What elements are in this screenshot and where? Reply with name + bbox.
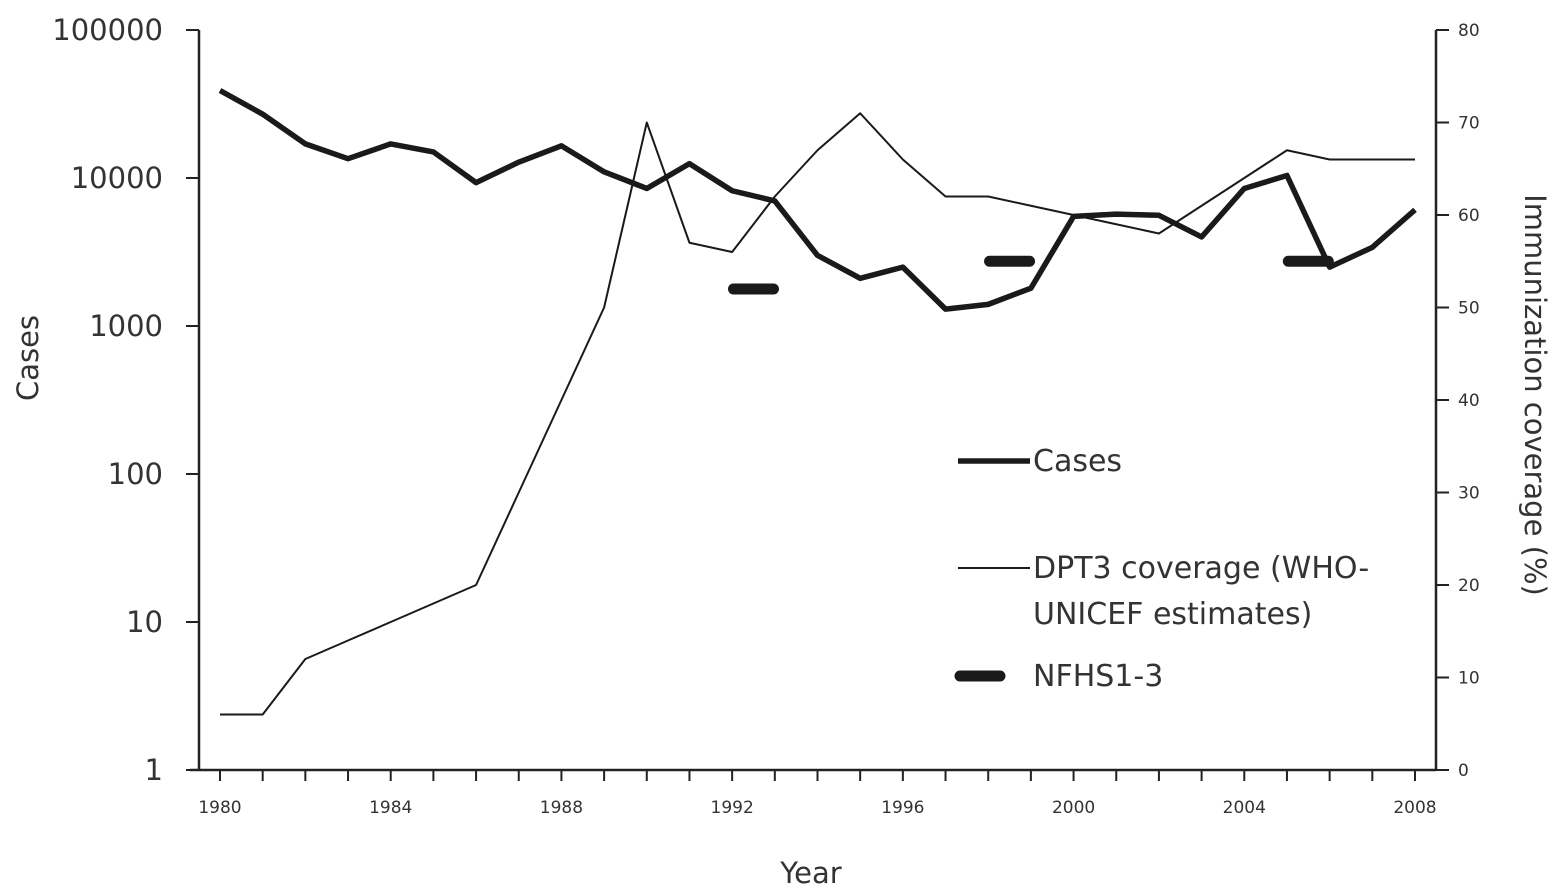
x-tick-label: 1992	[711, 798, 754, 818]
y-tick-label-left: 1	[145, 753, 163, 787]
y-tick-label-right: 0	[1458, 761, 1469, 781]
x-tick-label: 1996	[881, 798, 924, 818]
x-tick-label: 1980	[198, 798, 241, 818]
series-line-dpt3-coverage	[220, 112, 1415, 716]
series-line-cases	[218, 88, 1417, 312]
legend-label-dpt3-line2: UNICEF estimates)	[1033, 597, 1312, 632]
y-tick-label-right: 30	[1458, 484, 1480, 504]
y-axis-title-right: Immunization coverage (%)	[1518, 194, 1552, 596]
legend-label-nfhs: NFHS1-3	[1033, 659, 1163, 694]
x-tick-label: 2008	[1393, 798, 1436, 818]
y-tick-label-left: 10	[126, 605, 163, 639]
x-tick-label: 1988	[540, 798, 583, 818]
y-ticks-left: 1 10 100 1000 10000 100000	[52, 13, 199, 787]
x-axis-title: Year	[779, 856, 841, 890]
x-tick-label: 2000	[1052, 798, 1095, 818]
y-tick-label-left: 100000	[52, 13, 163, 47]
y-tick-label-right: 40	[1458, 391, 1480, 411]
y-tick-label-left: 10000	[71, 161, 163, 195]
x-ticks: 1980 1984 1988 1992 1996 2000 2004 2008	[198, 770, 1437, 818]
y-ticks-right: 0 10 20 30 40 50 60 70 80	[1436, 21, 1480, 781]
y-tick-label-right: 80	[1458, 21, 1480, 41]
y-tick-label-left: 100	[108, 457, 163, 491]
y-tick-label-right: 50	[1458, 299, 1480, 319]
y-axis-title-left: Cases	[11, 315, 45, 401]
y-tick-label-right: 70	[1458, 114, 1480, 134]
y-tick-label-right: 10	[1458, 669, 1480, 689]
legend-label-cases: Cases	[1033, 444, 1122, 479]
legend-label-dpt3: DPT3 coverage (WHO- UNICEF estimates)	[1033, 551, 1379, 632]
y-tick-label-right: 20	[1458, 576, 1480, 596]
x-tick-label: 1984	[369, 798, 412, 818]
axes-group	[190, 30, 1438, 772]
y-tick-label-right: 60	[1458, 206, 1480, 226]
legend: Cases DPT3 coverage (WHO- UNICEF estimat…	[954, 444, 1379, 694]
plot-area	[218, 88, 1417, 716]
x-tick-label: 2004	[1223, 798, 1266, 818]
y-tick-label-left: 1000	[89, 309, 163, 343]
legend-label-dpt3-line1: DPT3 coverage (WHO-	[1033, 551, 1369, 586]
